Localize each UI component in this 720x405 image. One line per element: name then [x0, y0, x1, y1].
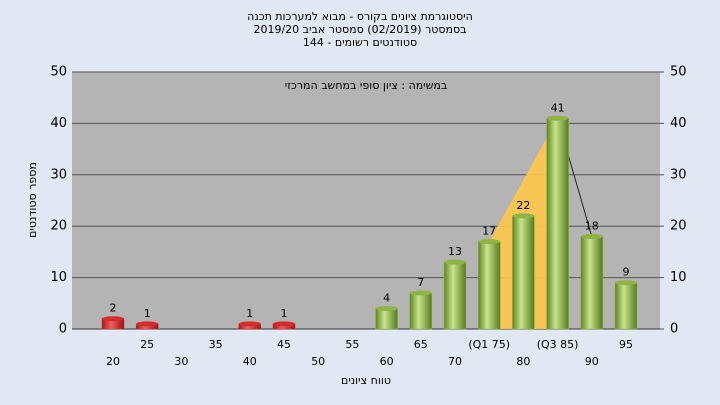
- bar: [614, 282, 638, 330]
- plot-area: [72, 72, 660, 329]
- y2-tick-label: 10: [670, 270, 687, 285]
- data-label: 1: [281, 307, 288, 320]
- bar-cap: [580, 233, 603, 239]
- data-label: 1: [144, 307, 151, 320]
- bar: [477, 241, 501, 330]
- x-tick-label: 95: [619, 338, 633, 351]
- bar-cap: [238, 321, 261, 327]
- x-tick-label: 90: [585, 355, 599, 368]
- bar: [580, 236, 604, 330]
- x-tick-label: 35: [209, 338, 223, 351]
- y-tick-label: 20: [50, 219, 67, 234]
- x-tick-label: 60: [380, 355, 394, 368]
- bar: [375, 308, 398, 330]
- data-label: 13: [448, 245, 462, 258]
- y2-tick-label: 50: [670, 65, 687, 80]
- bar-cap: [478, 239, 501, 245]
- title-line: היסטוגרמת ציונים בקורס - מבוא למערכות תכ…: [247, 10, 473, 23]
- data-label: 9: [623, 266, 630, 279]
- bar: [546, 118, 569, 330]
- x-tick-label: 80: [516, 355, 530, 368]
- bar: [443, 261, 467, 330]
- bar-cap: [375, 305, 398, 311]
- y-tick-label: 0: [59, 322, 67, 337]
- y2-tick-label: 40: [670, 116, 687, 131]
- bar: [512, 215, 535, 330]
- x-axis-label: טווח ציונים: [341, 374, 391, 387]
- x-tick-label: 45: [277, 338, 291, 351]
- x-tick-label: 65: [414, 338, 428, 351]
- bar-cap: [615, 280, 637, 286]
- x-tick-label: 40: [243, 355, 257, 368]
- y2-tick-label: 30: [670, 167, 687, 182]
- data-label: 1: [246, 307, 253, 320]
- data-label: 2: [110, 302, 117, 315]
- data-label: 41: [551, 101, 565, 114]
- x-tick-label: 25: [140, 338, 154, 351]
- bar-cap: [444, 259, 466, 265]
- bar-cap: [136, 321, 159, 327]
- y-tick-label: 40: [50, 116, 67, 131]
- x-tick-label: 30: [174, 355, 188, 368]
- y-axis-label: מספר סטודנטים: [26, 162, 39, 238]
- data-label: 17: [482, 225, 496, 238]
- title-line: סטודנטים רשומים - 144: [303, 36, 417, 49]
- y-tick-label: 50: [50, 65, 67, 80]
- x-tick-label: (Q3 85): [537, 338, 579, 351]
- x-tick-label: 50: [311, 355, 325, 368]
- bar-cap: [409, 290, 432, 296]
- y2-tick-label: 0: [670, 322, 678, 337]
- data-label: 22: [516, 199, 530, 212]
- y-tick-label: 10: [50, 270, 67, 285]
- bar-cap: [512, 213, 535, 219]
- x-tick-label: (Q1 75): [468, 338, 510, 351]
- bar: [409, 292, 433, 330]
- x-tick-label: 70: [448, 355, 462, 368]
- title-line: בסמסטר (02/2019) סמסטר אביב 2019/20: [253, 23, 466, 36]
- x-tick-label: 20: [106, 355, 120, 368]
- data-label: 4: [383, 291, 390, 304]
- y-tick-label: 30: [50, 167, 67, 182]
- y2-tick-label: 20: [670, 219, 687, 234]
- x-tick-label: 55: [345, 338, 359, 351]
- annotation: במשימה : ציון סופי במחשב המרכזי: [285, 79, 448, 92]
- bar-cap: [102, 316, 124, 322]
- bar-cap: [273, 321, 295, 327]
- data-label: 18: [585, 219, 599, 232]
- bar-cap: [546, 115, 569, 121]
- data-label: 7: [417, 276, 424, 289]
